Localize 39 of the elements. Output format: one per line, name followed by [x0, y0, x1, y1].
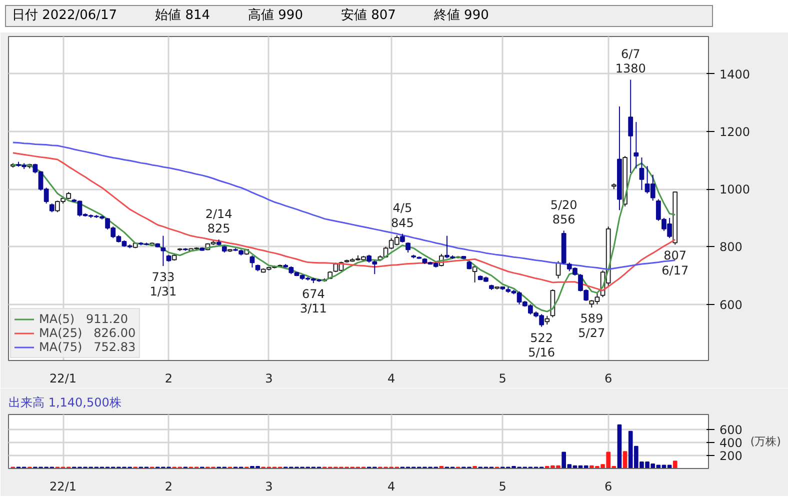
- y-tick-label: 600: [720, 298, 742, 312]
- text: 日付 2022/06/17: [12, 8, 118, 23]
- y-tick-label: 1400: [720, 67, 750, 82]
- x-tick-label: 2: [164, 372, 173, 386]
- y-tick-label: 400: [720, 436, 742, 450]
- x-tick-label: 4: [388, 372, 396, 386]
- x-tick-label: 5: [498, 372, 506, 386]
- annotation: 807 6/17: [662, 248, 689, 278]
- y-tick-label: 1200: [720, 125, 750, 140]
- annotation: 733 1/31: [150, 270, 177, 299]
- x-tick-label: 22/1: [50, 372, 77, 386]
- legend-label: MA(75) 752.83: [39, 340, 136, 354]
- text: 終値 990: [434, 8, 489, 23]
- annotation: 5/20 856: [550, 198, 578, 227]
- x-tick-label: 6: [604, 372, 612, 386]
- x-tick-label: 2: [164, 480, 173, 494]
- y-tick-label: 1000: [720, 182, 750, 197]
- text: 安値 807: [340, 8, 396, 23]
- y-axis-title: (万株): [750, 435, 781, 448]
- legend-label: MA(5) 911.20: [39, 312, 128, 326]
- x-tick-label: 22/1: [50, 480, 77, 494]
- text: 高値 990: [248, 8, 303, 23]
- legend-label: MA(25) 826.00: [39, 326, 136, 340]
- y-tick-label: 800: [720, 240, 742, 254]
- y-tick-label: 600: [720, 422, 742, 437]
- x-tick-label: 5: [498, 480, 506, 494]
- x-tick-label: 3: [265, 480, 273, 494]
- text: 始値 814: [155, 8, 210, 23]
- y-tick-label: 200: [720, 448, 742, 463]
- annotation: 674 3/11: [300, 287, 327, 316]
- annotation: 6/7 1380: [615, 47, 646, 76]
- annotation: 522 5/16: [528, 330, 556, 360]
- x-tick-label: 3: [265, 372, 273, 386]
- annotation: 589 5/27: [578, 312, 606, 340]
- x-tick-label: 6: [604, 480, 612, 494]
- annotation: 2/14 825: [205, 206, 232, 236]
- chart-title: 出来高 1,140,500株: [8, 396, 122, 410]
- annotation: 4/5 845: [391, 201, 414, 230]
- x-tick-label: 4: [388, 480, 396, 494]
